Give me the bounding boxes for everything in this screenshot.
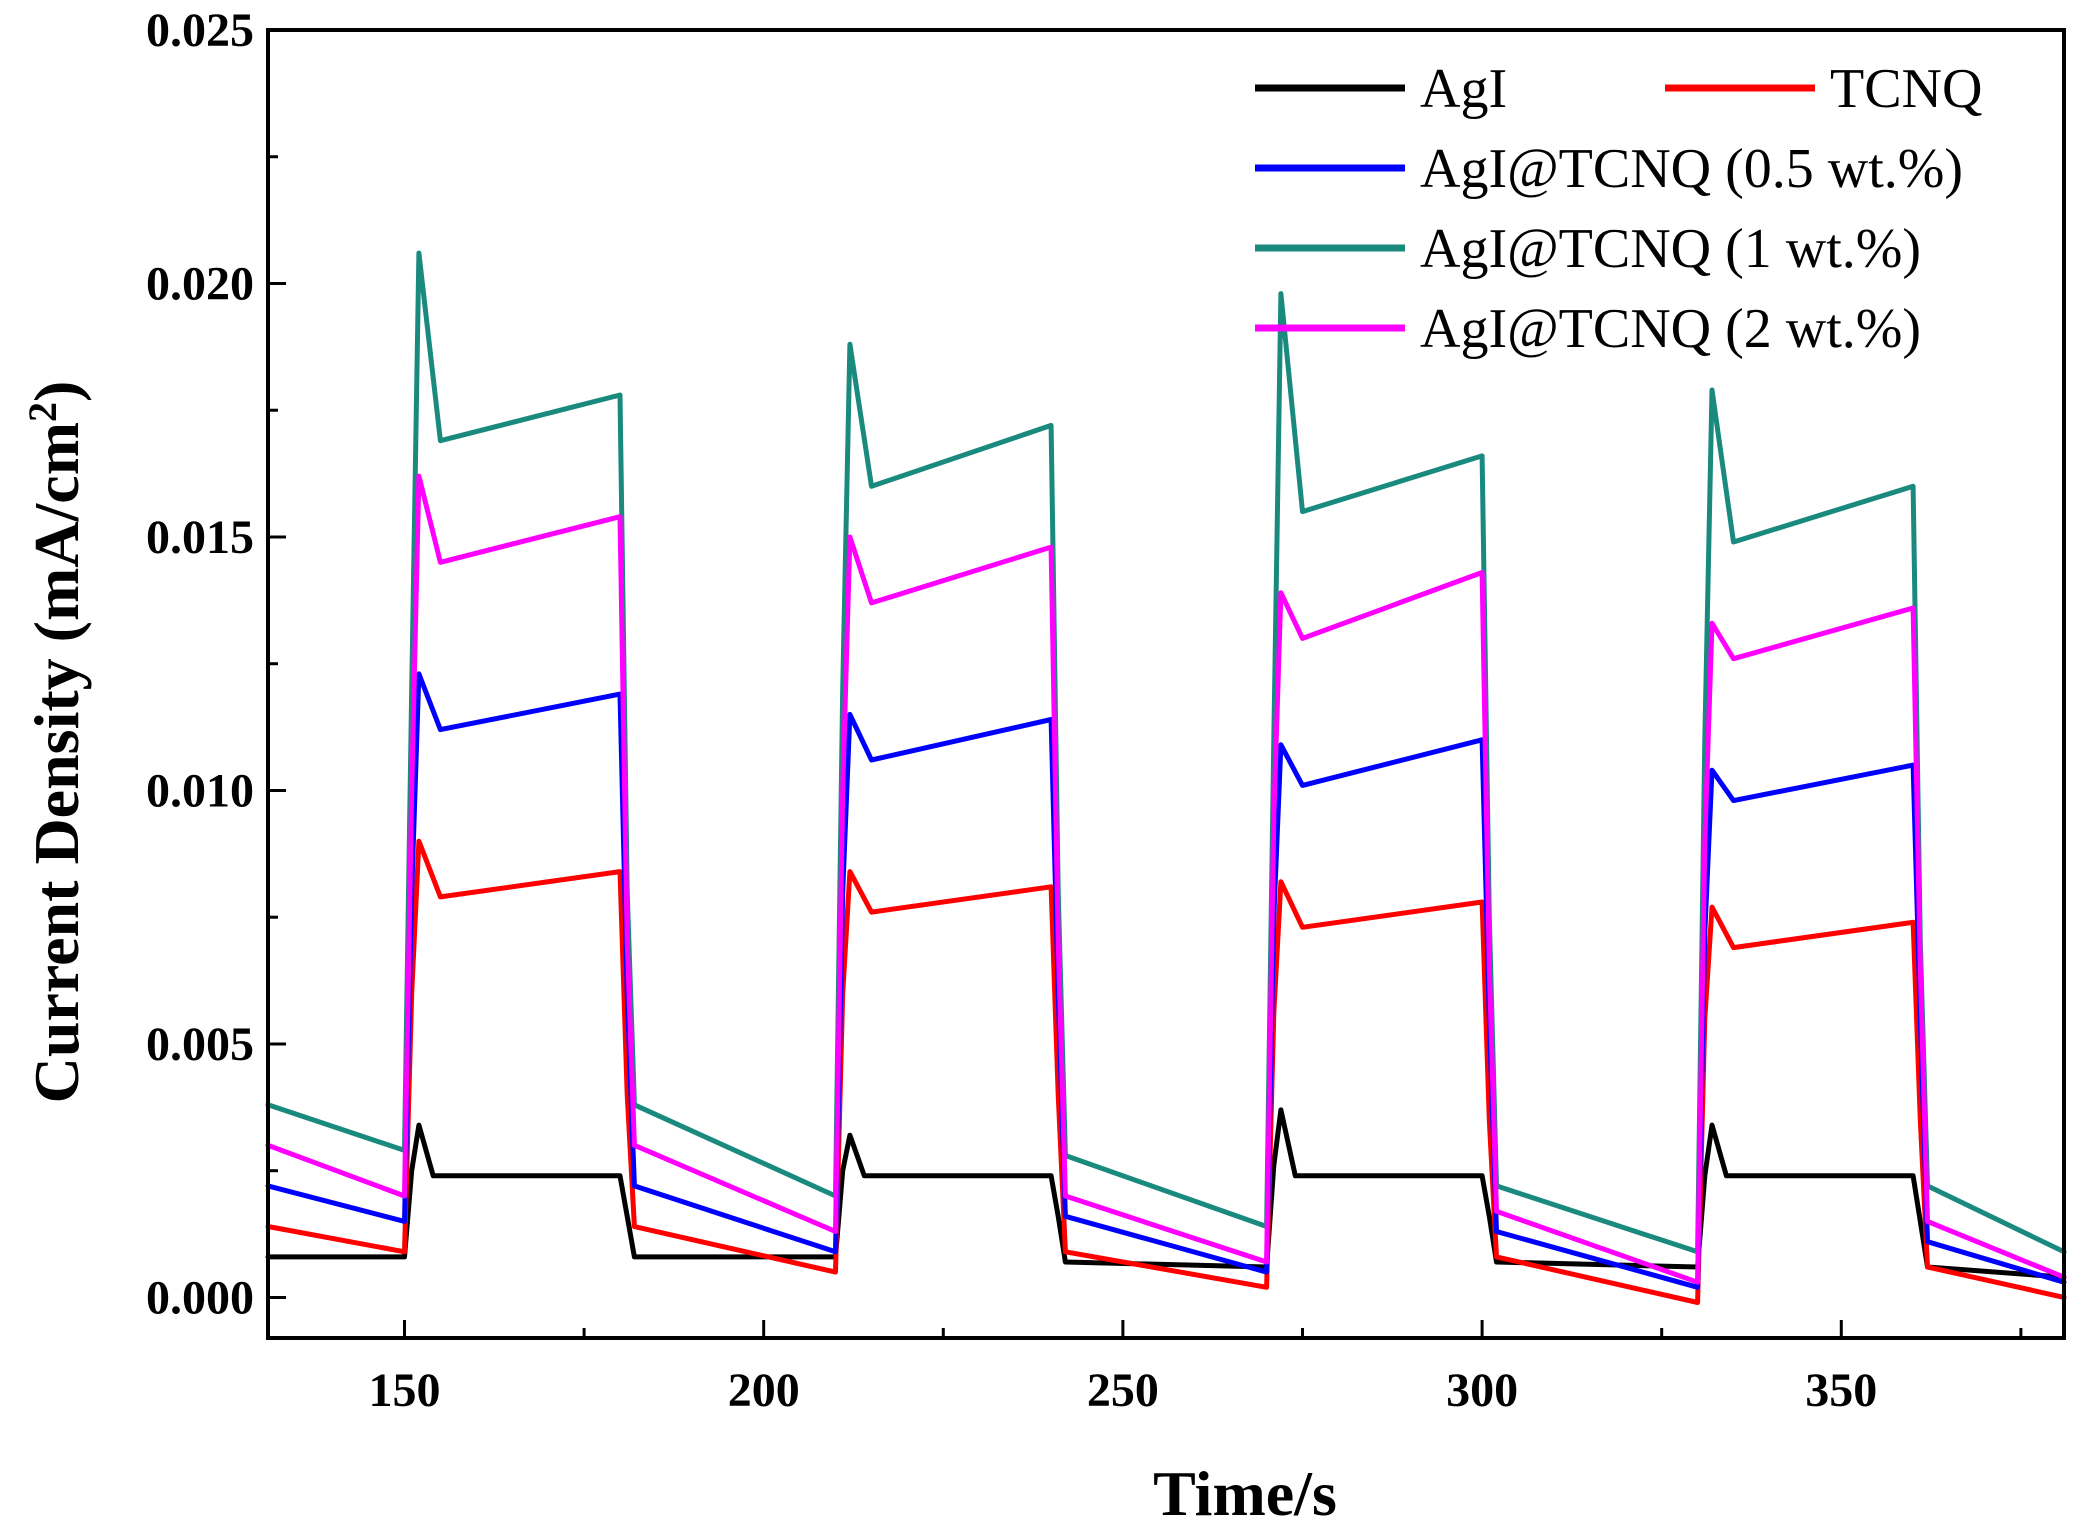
y-tick-label: 0.025 (146, 4, 254, 57)
y-axis-title-group: Current Density (mA/cm2) (20, 381, 93, 1104)
legend-label-agi-tcnq-2-wt: AgI@TCNQ (2 wt.%) (1420, 298, 1921, 360)
legend-label-tcnq: TCNQ (1830, 58, 1982, 120)
series-line-agi-tcnq-1-wt (265, 250, 2067, 1255)
y-tick-label: 0.005 (146, 1018, 254, 1071)
x-tick-label: 200 (728, 1364, 800, 1417)
legend-label-agi-tcnq-0-5-wt: AgI@TCNQ (0.5 wt.%) (1420, 138, 1963, 200)
y-tick-label: 0.020 (146, 257, 254, 310)
ticks-layer: 0.000 0.005 0.010 0.015 0.020 0.025 150 200 250 3… (146, 4, 2023, 1417)
legend-label-agi: AgI (1420, 58, 1507, 120)
y-tick-label: 0.000 (146, 1271, 254, 1324)
y-tick-label: 0.010 (146, 764, 254, 817)
plot-frame (266, 28, 2066, 1340)
y-axis-title-main: Current Density (mA/cm (21, 422, 92, 1103)
y-axis-title-sup: 2 (20, 402, 65, 422)
series-line-agi-tcnq-0-5-wt (265, 671, 2067, 1290)
series-line-agi-tcnq-2-wt (265, 473, 2067, 1285)
series-line-agi (265, 1107, 2067, 1280)
y-axis-title-close: ) (21, 381, 92, 402)
x-axis-title: Time/s (1153, 1458, 1337, 1529)
x-tick-label: 250 (1087, 1364, 1159, 1417)
y-axis-title: Current Density (mA/cm2) (20, 381, 93, 1104)
x-tick-label: 150 (368, 1364, 440, 1417)
x-tick-label: 300 (1446, 1364, 1518, 1417)
x-tick-label: 350 (1805, 1364, 1877, 1417)
y-tick-label: 0.015 (146, 511, 254, 564)
series-layer (265, 250, 2067, 1305)
legend: AgI TCNQ AgI@TCNQ (0.5 wt.%) AgI@TCNQ (1 wt… (1255, 58, 1982, 360)
series-line-tcnq (265, 838, 2067, 1305)
legend-label-agi-tcnq-1-wt: AgI@TCNQ (1 wt.%) (1420, 218, 1921, 280)
